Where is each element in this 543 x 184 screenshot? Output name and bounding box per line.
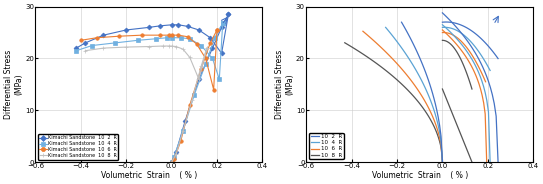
Legend: 10  2  R, 10  4  R, 10  6  R, 10  8  R: 10 2 R, 10 4 R, 10 6 R, 10 8 R bbox=[309, 133, 344, 159]
X-axis label: Volumetric  Strain    ( % ): Volumetric Strain ( % ) bbox=[371, 171, 468, 180]
Legend: Kimachi Sandstone  10  2  R, Kimachi Sandstone  10  4  R, Kimachi Sandstone  10 : Kimachi Sandstone 10 2 R, Kimachi Sandst… bbox=[38, 134, 118, 160]
Y-axis label: Differential Stress
(MPa): Differential Stress (MPa) bbox=[4, 50, 23, 119]
X-axis label: Volumetric  Strain    ( % ): Volumetric Strain ( % ) bbox=[101, 171, 197, 180]
Y-axis label: Differential Stress
(MPa): Differential Stress (MPa) bbox=[275, 50, 294, 119]
